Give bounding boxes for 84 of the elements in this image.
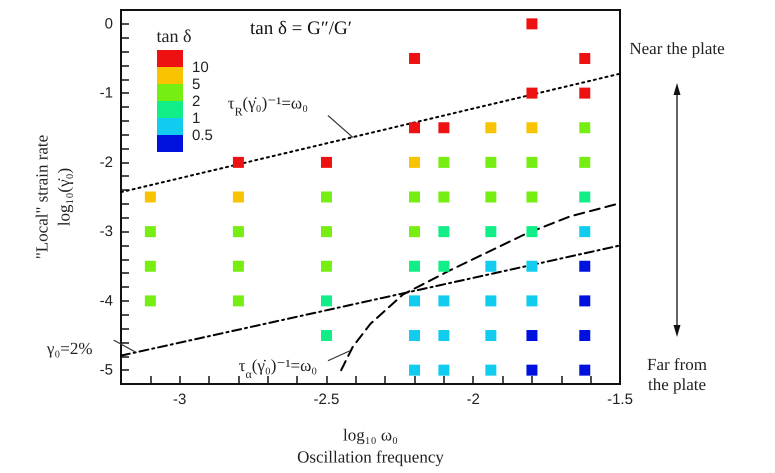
annotation: 5 — [192, 76, 200, 93]
annotation: 10 — [192, 59, 209, 76]
point — [438, 192, 450, 202]
annotation: 2 — [192, 93, 200, 110]
point — [579, 52, 590, 64]
point — [320, 192, 332, 202]
point — [144, 260, 156, 272]
point — [579, 156, 590, 168]
point — [579, 192, 590, 202]
point — [409, 52, 420, 64]
point — [485, 192, 496, 202]
point — [438, 122, 450, 134]
point — [485, 260, 496, 272]
point — [526, 226, 538, 238]
x-tick-label: -3 — [173, 391, 186, 408]
point — [579, 88, 590, 99]
text: Far from the plate — [647, 355, 707, 394]
annotation: 1 — [192, 110, 200, 127]
point — [144, 192, 156, 202]
text: Near the plate — [629, 39, 725, 58]
point — [485, 122, 496, 134]
point — [320, 295, 332, 306]
point — [409, 192, 420, 202]
point — [409, 364, 420, 376]
point — [526, 330, 538, 342]
point — [579, 226, 590, 238]
chart-title: tan δ = G″/G′ — [250, 18, 352, 39]
point — [579, 122, 590, 134]
y-tick-label: -4 — [100, 292, 113, 310]
point — [438, 226, 450, 238]
annotation: τ$_{α}$(γ̇₀)⁻¹=ω₀ — [238, 356, 318, 381]
point — [579, 260, 590, 272]
point — [409, 226, 420, 238]
x-tick-label: -1.5 — [607, 391, 633, 408]
point — [526, 260, 538, 272]
point — [232, 295, 244, 306]
point — [409, 295, 420, 306]
y-tick-label: -2 — [100, 154, 113, 171]
point — [485, 330, 496, 342]
point — [526, 364, 538, 376]
point — [526, 122, 538, 134]
point — [579, 330, 590, 342]
point — [232, 260, 244, 272]
point — [232, 226, 244, 238]
point — [320, 330, 332, 342]
point — [144, 226, 156, 238]
point — [409, 330, 420, 342]
point — [409, 260, 420, 272]
point — [438, 260, 450, 272]
point — [579, 364, 590, 376]
annotation: 0.5 — [192, 127, 213, 144]
point — [526, 156, 538, 168]
annotation: tan δ — [156, 26, 192, 46]
point — [144, 295, 156, 306]
point — [232, 156, 244, 168]
point — [320, 156, 332, 168]
point — [438, 295, 450, 306]
point — [320, 260, 332, 272]
point — [579, 295, 590, 306]
point — [485, 364, 496, 376]
point — [232, 192, 244, 202]
y-tick-label: -1 — [100, 84, 113, 102]
y-axis-title: "Local" strain rate log₁₀(γ̇₀) — [32, 134, 74, 260]
point — [485, 295, 496, 306]
annotation: γ₀=2% — [46, 339, 93, 358]
point — [485, 156, 496, 168]
x-tick-label: -2.5 — [314, 391, 340, 408]
point — [438, 330, 450, 342]
point — [438, 156, 450, 168]
point — [526, 18, 538, 30]
y-tick-label: 0 — [104, 15, 113, 32]
y-tick-label: -3 — [100, 223, 113, 240]
point — [320, 226, 332, 238]
point — [526, 88, 538, 99]
point — [526, 192, 538, 202]
x-tick-label: -2 — [466, 391, 480, 408]
point — [526, 295, 538, 306]
x-axis-title: log₁₀ ω₀ Oscillation frequency — [297, 426, 444, 466]
point — [438, 364, 450, 376]
y-tick-label: -5 — [100, 362, 113, 379]
point — [485, 226, 496, 238]
point — [409, 156, 420, 168]
annotation: τ$_{R}$(γ̇₀)⁻¹=ω₀ — [228, 93, 308, 118]
point — [409, 122, 420, 134]
